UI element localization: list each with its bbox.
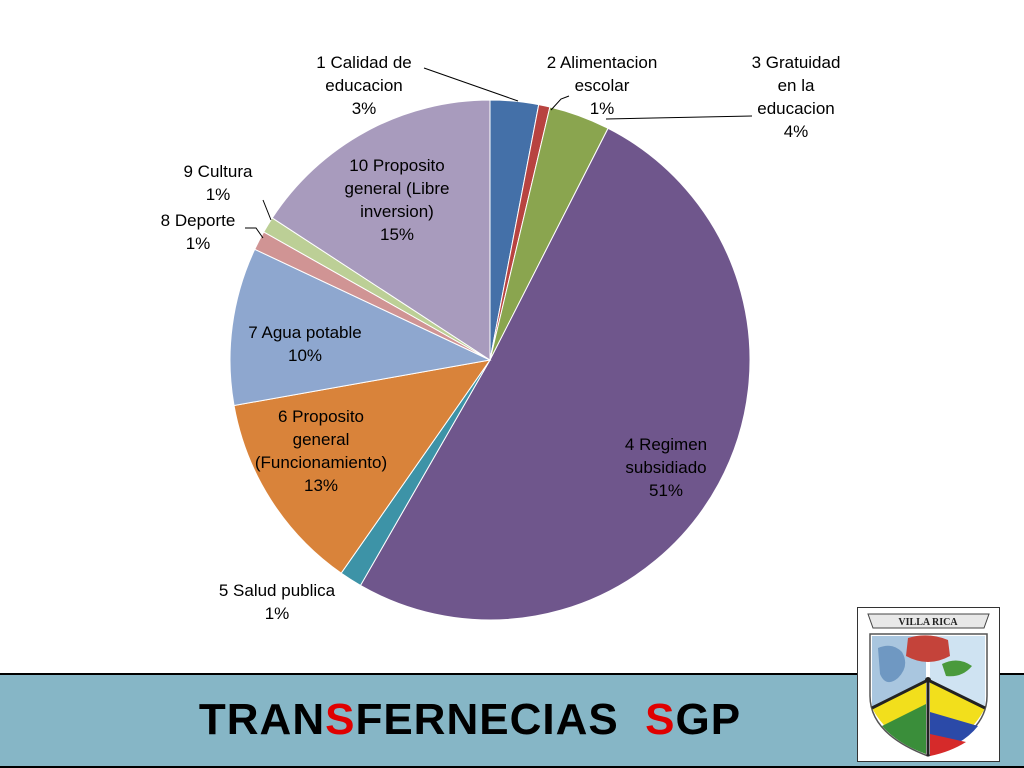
slice-label-line: 15%	[380, 225, 414, 244]
slice-label-3: 3 Gratuidad en la educacion 4%	[752, 53, 841, 141]
leader-line-2	[550, 95, 570, 111]
slice-label-9: 9 Cultura 1%	[184, 162, 254, 204]
slice-label-line: inversion)	[360, 202, 434, 221]
leader-line-8	[245, 227, 264, 239]
slice-label-line: general	[293, 430, 350, 449]
villa-rica-emblem: VILLA RICA	[857, 607, 1000, 762]
slice-label-line: 6 Proposito	[278, 407, 364, 426]
shield-logo-icon: VILLA RICA	[867, 613, 990, 757]
pie-slice-10	[271, 99, 491, 361]
title-bar: TRANSFERNECIAS SGP	[0, 673, 1024, 768]
slice-label-line: 51%	[649, 481, 683, 500]
title-part-1: TRAN	[198, 695, 326, 744]
pie-slice-7	[229, 248, 492, 407]
leader-line-3	[605, 115, 753, 120]
pie-labels: 1 Calidad de educacion 3% 2 Alimentacion esc…	[161, 53, 841, 623]
leader-line-9	[262, 199, 272, 221]
slice-label-line: 8 Deporte	[161, 211, 236, 230]
slice-label-line: 1 Calidad de	[316, 53, 411, 72]
title-accent-s-1: S	[325, 695, 356, 744]
pie-slice-4	[359, 127, 751, 621]
slice-label-5: 5 Salud publica 1%	[219, 581, 336, 623]
slice-label-line: 2 Alimentacion	[547, 53, 658, 72]
slice-label-line: 1%	[265, 604, 290, 623]
title-accent-s-2: S	[645, 695, 676, 744]
slice-label-line: educacion	[757, 99, 835, 118]
slice-label-line: (Funcionamiento)	[255, 453, 387, 472]
slice-label-line: 3%	[352, 99, 377, 118]
emblem-banner-text: VILLA RICA	[898, 617, 958, 628]
page-title: TRANSFERNECIAS SGP	[140, 695, 800, 745]
slice-label-line: 9 Cultura	[184, 162, 254, 181]
slice-label-line: subsidiado	[625, 458, 706, 477]
slice-label-7: 7 Agua potable 10%	[248, 323, 361, 365]
slice-label-line: 1%	[590, 99, 615, 118]
slice-label-10: 10 Proposito general (Libre inversion) 15%	[345, 156, 450, 244]
slice-label-4: 4 Regimen subsidiado 51%	[625, 435, 707, 500]
slice-label-line: 3 Gratuidad	[752, 53, 841, 72]
slice-label-1: 1 Calidad de educacion 3%	[316, 53, 411, 118]
slice-label-line: general (Libre	[345, 179, 450, 198]
pie-chart: 1 Calidad de educacion 3% 2 Alimentacion esc…	[161, 53, 841, 623]
leader-line-1	[423, 67, 519, 102]
title-part-3: FERNECIAS	[355, 695, 646, 744]
slice-label-2: 2 Alimentacion escolar 1%	[547, 53, 658, 118]
slice-label-line: 7 Agua potable	[248, 323, 361, 342]
slice-label-6: 6 Proposito general (Funcionamiento) 13%	[255, 407, 387, 495]
slice-label-8: 8 Deporte 1%	[161, 211, 236, 253]
pie-slice-6	[233, 359, 492, 574]
title-part-5: GP	[675, 695, 742, 744]
slice-label-line: 1%	[206, 185, 231, 204]
pie-slices	[229, 99, 751, 621]
slice-label-line: escolar	[575, 76, 630, 95]
slice-label-line: 4%	[784, 122, 809, 141]
slice-label-line: 10%	[288, 346, 322, 365]
slice-label-line: en la	[778, 76, 815, 95]
slice-label-line: 4 Regimen	[625, 435, 707, 454]
slice-label-line: 10 Proposito	[349, 156, 444, 175]
slice-label-line: educacion	[325, 76, 403, 95]
slice-label-line: 5 Salud publica	[219, 581, 336, 600]
slice-label-line: 1%	[186, 234, 211, 253]
slice-label-line: 13%	[304, 476, 338, 495]
